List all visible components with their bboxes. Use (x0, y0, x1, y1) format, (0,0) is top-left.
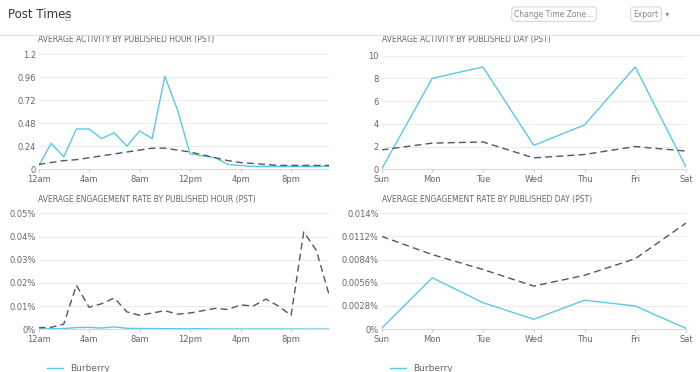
Text: AVERAGE ENGAGEMENT RATE BY PUBLISHED HOUR (PST): AVERAGE ENGAGEMENT RATE BY PUBLISHED HOU… (38, 195, 256, 204)
Legend: Burberry, Landscape: Burberry, Landscape (43, 361, 122, 372)
Text: Post Times: Post Times (8, 9, 72, 21)
Text: AVERAGE ACTIVITY BY PUBLISHED HOUR (PST): AVERAGE ACTIVITY BY PUBLISHED HOUR (PST) (38, 35, 215, 44)
Text: AVERAGE ENGAGEMENT RATE BY PUBLISHED DAY (PST): AVERAGE ENGAGEMENT RATE BY PUBLISHED DAY… (382, 195, 592, 204)
Text: ⓘ: ⓘ (64, 10, 70, 20)
Text: Export: Export (634, 10, 659, 19)
Text: AVERAGE ACTIVITY BY PUBLISHED DAY (PST): AVERAGE ACTIVITY BY PUBLISHED DAY (PST) (382, 35, 550, 44)
Text: ▾: ▾ (663, 10, 669, 19)
Legend: Burberry, Landscape: Burberry, Landscape (386, 361, 466, 372)
Text: Change Time Zone...: Change Time Zone... (514, 10, 594, 19)
